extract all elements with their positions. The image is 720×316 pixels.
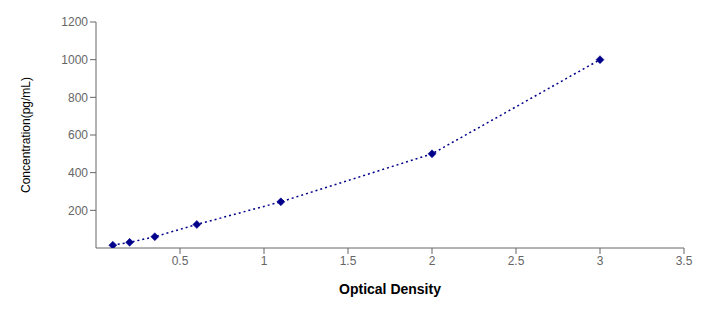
svg-text:600: 600 — [68, 128, 88, 142]
svg-text:1: 1 — [261, 254, 268, 268]
svg-text:2.5: 2.5 — [508, 254, 525, 268]
svg-text:2: 2 — [429, 254, 436, 268]
svg-text:1200: 1200 — [61, 15, 88, 29]
svg-text:Concentration(pg/mL): Concentration(pg/mL) — [19, 77, 33, 193]
svg-text:Optical Density: Optical Density — [339, 281, 441, 297]
svg-text:200: 200 — [68, 204, 88, 218]
svg-text:0.5: 0.5 — [172, 254, 189, 268]
svg-text:3.5: 3.5 — [676, 254, 693, 268]
svg-text:400: 400 — [68, 166, 88, 180]
svg-text:1.5: 1.5 — [340, 254, 357, 268]
svg-text:800: 800 — [68, 91, 88, 105]
svg-text:3: 3 — [597, 254, 604, 268]
svg-text:1000: 1000 — [61, 53, 88, 67]
